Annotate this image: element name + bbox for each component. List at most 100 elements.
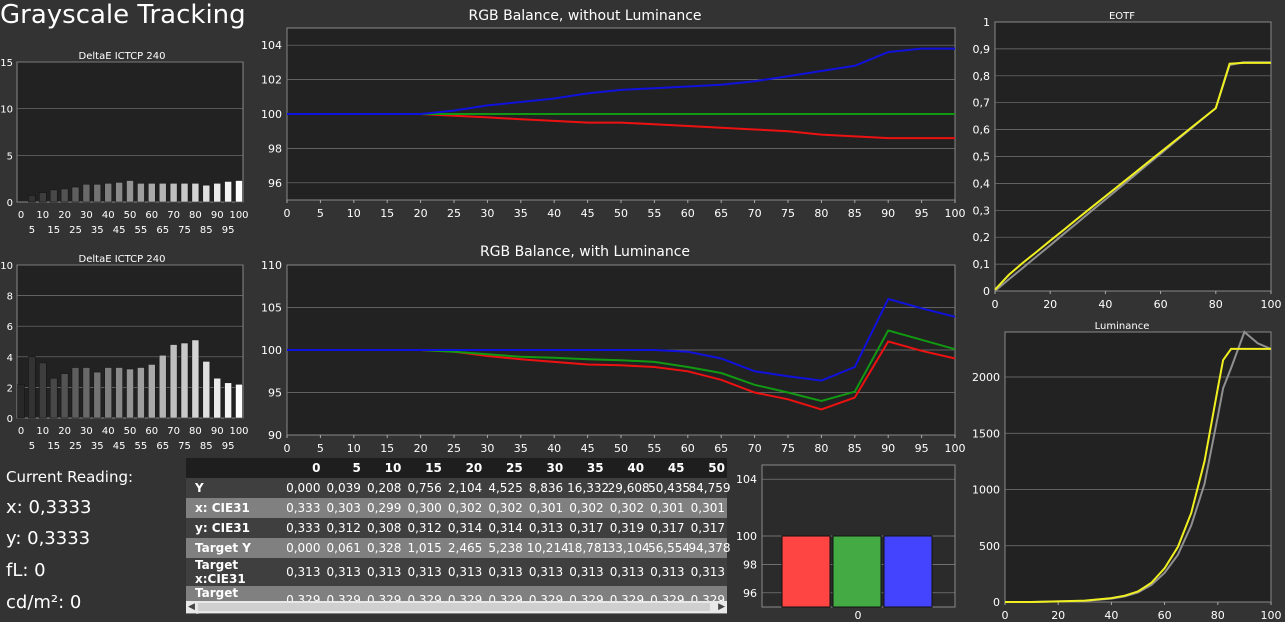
y-tick-label: 96 <box>743 587 757 600</box>
plot-area <box>16 61 244 203</box>
table-cell: 33,104 <box>605 538 650 558</box>
table-corner-cell <box>186 458 282 478</box>
bar <box>137 183 145 203</box>
y-tick-label: 0,4 <box>973 177 991 190</box>
x-tick-label: 80 <box>1209 298 1223 311</box>
bar <box>158 183 167 203</box>
x-tick-label: 50 <box>124 426 137 437</box>
x-tick-label: 15 <box>380 442 394 455</box>
table-cell: 0,313 <box>605 558 647 586</box>
y-tick-label: 1500 <box>972 427 1000 440</box>
x-tick-label: 85 <box>200 225 213 236</box>
table-cell: 56,554 <box>646 538 690 558</box>
table-cell: 0,000 <box>282 538 323 558</box>
x-tick-label: 0 <box>284 207 291 220</box>
table-cell: 4,525 <box>484 478 525 498</box>
y-tick-label: 0,7 <box>973 97 991 110</box>
scroll-right-arrow-icon[interactable]: ▶ <box>718 602 725 612</box>
bar <box>235 384 243 419</box>
scroll-left-arrow-icon[interactable]: ◀ <box>188 602 195 612</box>
bar <box>169 344 178 419</box>
bar <box>235 180 243 203</box>
x-tick-label: 50 <box>614 442 628 455</box>
x-tick-label: 15 <box>47 225 60 236</box>
bar <box>28 356 36 419</box>
x-tick-label: 65 <box>714 207 728 220</box>
x-tick-label: 90 <box>881 442 895 455</box>
table-cell: 0,302 <box>484 498 525 518</box>
x-tick-label: 40 <box>102 426 115 437</box>
x-tick-label: 45 <box>113 441 126 452</box>
y-tick-label: 1000 <box>972 484 1000 497</box>
table-header-row: 0 5 10 15 20 25 30 35 40 45 50 <box>186 458 727 478</box>
x-tick-label: 35 <box>514 207 528 220</box>
scrollbar-thumb[interactable] <box>198 603 710 611</box>
bar <box>180 342 189 419</box>
x-tick-label: 100 <box>945 207 966 220</box>
y-tick-label: 0,6 <box>973 124 991 137</box>
chart-title: DeltaE ICTCP 240 <box>79 254 166 265</box>
x-tick-label: 20 <box>414 442 428 455</box>
x-tick-label: 85 <box>200 441 213 452</box>
table-cell: 16,332 <box>565 478 609 498</box>
bar <box>115 367 123 419</box>
bar <box>202 184 211 203</box>
table-row: Target Y 0,000 0,061 0,328 1,015 2,465 5,238 10… <box>186 538 731 558</box>
table-cell: 0,000 <box>282 478 323 498</box>
x-tick-label: 15 <box>47 441 60 452</box>
bar <box>82 184 91 203</box>
x-tick-label: 80 <box>189 210 202 221</box>
x-tick-label: 45 <box>581 207 595 220</box>
x-tick-label: 5 <box>317 442 324 455</box>
x-tick-label: 60 <box>145 210 158 221</box>
y-tick-label: 5 <box>7 151 13 162</box>
bar <box>115 182 123 203</box>
table-column-header: 50 <box>686 458 727 478</box>
x-tick-label: 65 <box>714 442 728 455</box>
y-tick-label: 0 <box>7 414 13 425</box>
table-cell: 0,039 <box>322 478 363 498</box>
y-tick-label: 96 <box>268 177 282 190</box>
x-tick-label: 40 <box>547 207 561 220</box>
bar <box>224 382 232 419</box>
x-tick-label: 85 <box>848 442 862 455</box>
x-tick-label: 30 <box>480 207 494 220</box>
table-cell: 18,781 <box>565 538 609 558</box>
y-tick-label: 10 <box>0 261 13 272</box>
table-row-label: Target Y <box>186 538 282 558</box>
measurement-table[interactable]: 0 5 10 15 20 25 30 35 40 45 50 Y 0,000 0,039 0,208 0,7… <box>186 458 731 614</box>
x-tick-label: 30 <box>80 426 93 437</box>
table-cell: 0,299 <box>362 498 404 518</box>
x-tick-label: 60 <box>1158 609 1172 622</box>
bar <box>213 183 221 203</box>
y-tick-label: 0,2 <box>973 231 991 244</box>
table-cell: 5,238 <box>484 538 525 558</box>
bar <box>148 364 156 419</box>
table-cell: 0,313 <box>524 518 566 538</box>
table-cell: 50,435 <box>646 478 690 498</box>
y-tick-label: 104 <box>736 473 757 486</box>
x-tick-label: 80 <box>1211 609 1225 622</box>
x-tick-label: 100 <box>945 442 966 455</box>
y-tick-label: 6 <box>7 322 13 333</box>
x-tick-label: 20 <box>58 426 71 437</box>
table-row: Y 0,000 0,039 0,208 0,756 2,104 4,525 8,836 16,3… <box>186 478 731 498</box>
table-row-label: Target x:CIE31 <box>186 558 282 586</box>
table-horizontal-scrollbar[interactable]: ◀ ▶ <box>186 601 727 613</box>
table-column-header: 15 <box>403 458 444 478</box>
x-tick-label: 60 <box>1154 298 1168 311</box>
chart-title: EOTF <box>1109 11 1135 22</box>
table-column-header: 0 <box>282 458 323 478</box>
x-tick-label: 60 <box>681 442 695 455</box>
x-tick-label: 95 <box>915 207 929 220</box>
chart-title: DeltaE ICTCP 240 <box>79 51 166 62</box>
x-tick-label: 35 <box>91 225 104 236</box>
x-tick-label: 100 <box>1261 609 1282 622</box>
table-cell: 0,328 <box>362 538 404 558</box>
x-tick-label: 70 <box>748 207 762 220</box>
x-tick-label: 65 <box>156 441 169 452</box>
x-tick-label: 0 <box>992 298 999 311</box>
x-tick-label: 40 <box>547 442 561 455</box>
x-tick-label: 0 <box>18 210 24 221</box>
x-tick-label: 5 <box>317 207 324 220</box>
